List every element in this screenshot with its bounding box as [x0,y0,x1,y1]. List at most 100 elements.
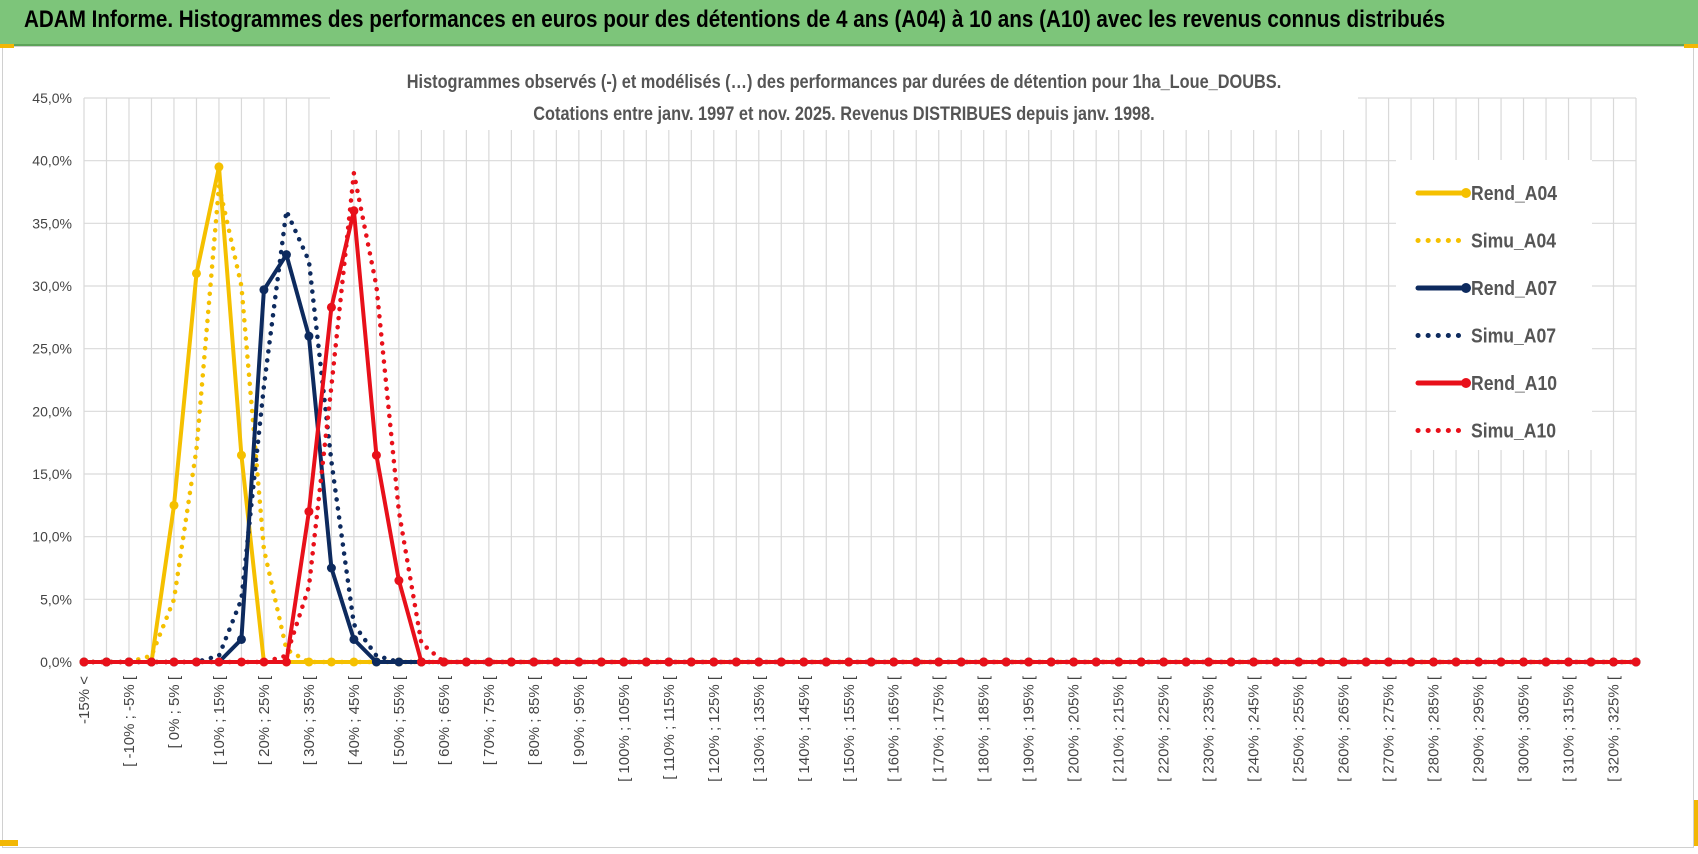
data-point-rend-a07 [349,634,359,644]
corner-accent-bottom-left [0,840,18,846]
series [79,162,1641,667]
data-point-rend-a10 [821,657,831,667]
legend: Rend_A04 Simu_A04 Rend_A07 Simu_A07 Rend_A10… [1396,160,1592,450]
data-point-rend-a10 [956,657,966,667]
data-point-rend-a10 [416,657,426,667]
data-point-rend-a10 [1339,657,1349,667]
series-line-simu-a10 [81,170,1639,665]
x-tick-label: -15% < [76,676,93,724]
data-point-rend-a10 [731,657,741,667]
legend-label: Simu_A04 [1471,229,1557,251]
x-tick-label: [ 0% ; 5% [ [166,675,183,748]
x-tick-label: [ 100% ; 105% [ [616,675,633,782]
x-tick-label: [ 290% ; 295% [ [1471,675,1488,782]
data-point-rend-a10 [1294,657,1304,667]
data-point-rend-a04 [191,268,201,278]
chart-title-background [330,62,1358,130]
data-point-rend-a10 [281,657,291,667]
legend-marker [1461,188,1471,198]
x-tick-label: [ 80% ; 85% [ [526,675,543,765]
chart-title-line-2: Cotations entre janv. 1997 et nov. 2025.… [533,103,1154,124]
data-point-rend-a10 [1204,657,1214,667]
data-point-rend-a07 [394,657,404,667]
data-point-rend-a10 [484,657,494,667]
data-point-rend-a04 [169,500,179,510]
legend-label: Simu_A10 [1471,419,1556,441]
corner-accent-top-right [1684,44,1698,48]
data-point-rend-a10 [1451,657,1461,667]
corner-accent-top-left [0,44,14,48]
data-point-rend-a10 [866,657,876,667]
data-point-rend-a10 [1001,657,1011,667]
data-point-rend-a10 [1159,657,1169,667]
header-banner: ADAM Informe. Histogrammes des performan… [0,0,1698,46]
data-point-rend-a10 [911,657,921,667]
data-point-rend-a10 [686,657,696,667]
x-tick-label: [ 170% ; 175% [ [931,675,948,782]
legend-label: Rend_A04 [1471,182,1558,204]
data-point-rend-a10 [101,657,111,667]
x-tick-label: [ 230% ; 235% [ [1201,675,1218,782]
x-tick-label: [ 310% ; 315% [ [1561,675,1578,782]
x-tick-label: [ 280% ; 285% [ [1426,675,1443,782]
data-point-rend-a10 [1631,657,1641,667]
data-point-rend-a10 [574,657,584,667]
legend-label: Simu_A07 [1471,324,1556,346]
legend-label: Rend_A07 [1471,277,1557,299]
y-tick-label: 20,0% [32,403,72,419]
x-axis: -15% < [ -10% ; -5% [ [ 0% ; 5% [ [ 10% ; 1… [76,675,1623,782]
x-tick-label: [ 260% ; 265% [ [1336,675,1353,782]
legend-marker [1461,283,1471,293]
data-point-rend-a10 [1586,657,1596,667]
x-tick-label: [ 120% ; 125% [ [706,675,723,782]
data-point-rend-a10 [304,507,314,517]
data-point-rend-a07 [259,285,269,295]
x-tick-label: [ 130% ; 135% [ [751,675,768,782]
x-tick-label: [ 140% ; 145% [ [796,675,813,782]
data-point-rend-a10 [394,576,404,586]
data-point-rend-a10 [326,302,336,312]
data-point-rend-a10 [1406,657,1416,667]
x-tick-label: [ 180% ; 185% [ [976,675,993,782]
data-point-rend-a04 [236,450,246,460]
data-point-rend-a10 [371,450,381,460]
x-tick-label: [ 320% ; 325% [ [1606,675,1623,782]
y-tick-label: 10,0% [32,529,72,545]
y-tick-label: 15,0% [32,466,72,482]
y-tick-label: 45,0% [32,90,72,106]
y-tick-label: 0,0% [40,654,72,670]
data-point-rend-a10 [236,657,246,667]
x-tick-label: [ 270% ; 275% [ [1381,675,1398,782]
data-point-rend-a10 [191,657,201,667]
data-point-rend-a07 [326,563,336,573]
x-tick-label: [ 110% ; 115% [ [661,675,678,780]
x-tick-label: [ 40% ; 45% [ [346,675,363,765]
data-point-rend-a07 [281,250,291,260]
x-tick-label: [ 70% ; 75% [ [481,675,498,765]
x-tick-label: [ 250% ; 255% [ [1291,675,1308,782]
data-point-rend-a04 [214,162,224,172]
x-tick-label: [ 150% ; 155% [ [841,675,858,782]
y-axis: 0,0% 5,0% 10,0% 15,0% 20,0% 25,0% 30,0% 35,0% 40… [32,90,72,670]
data-point-rend-a10 [1496,657,1506,667]
y-tick-label: 40,0% [32,153,72,169]
y-tick-label: 25,0% [32,341,72,357]
x-tick-label: [ 50% ; 55% [ [391,675,408,765]
x-tick-label: [ -10% ; -5% [ [121,675,138,767]
data-point-rend-a10 [1024,657,1034,667]
x-tick-label: [ 20% ; 25% [ [256,675,273,765]
x-tick-label: [ 220% ; 225% [ [1156,675,1173,782]
chart-title: Histogrammes observés (-) et modélisés (… [330,62,1358,130]
chart-frame [2,46,1694,848]
y-tick-label: 5,0% [40,591,72,607]
x-tick-label: [ 240% ; 245% [ [1246,675,1263,782]
x-tick-label: [ 10% ; 15% [ [211,675,228,765]
corner-accent-right-edge [1694,800,1698,846]
data-point-rend-a10 [1114,657,1124,667]
x-tick-label: [ 160% ; 165% [ [886,675,903,782]
data-point-rend-a07 [236,634,246,644]
banner-title: ADAM Informe. Histogrammes des performan… [24,6,1446,33]
chart-title-line-1: Histogrammes observés (-) et modélisés (… [407,71,1282,92]
x-tick-label: [ 200% ; 205% [ [1066,675,1083,782]
